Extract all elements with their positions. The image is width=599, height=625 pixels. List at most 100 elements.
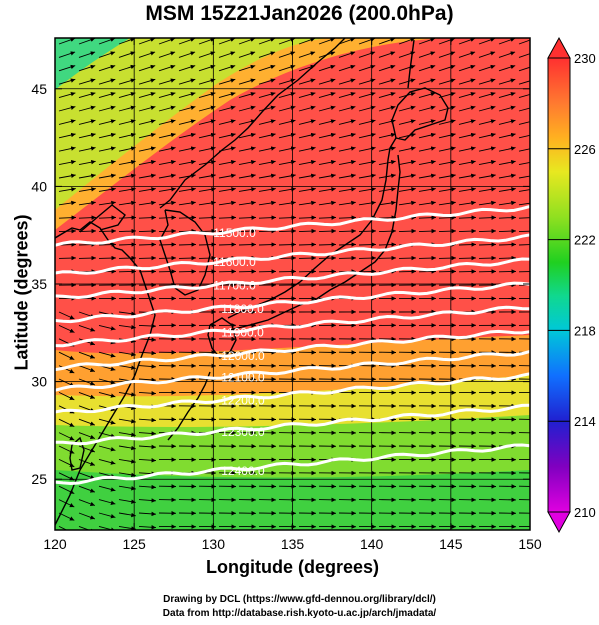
wind-arrow [98,255,117,261]
wind-arrow [78,418,96,426]
wind-arrow [498,200,516,206]
wind-arrow [298,159,316,166]
wind-arrow [58,119,76,125]
wind-arrow [438,51,456,58]
wind-arrow [298,119,316,125]
wind-arrow [58,91,76,99]
wind-arrow [358,228,377,234]
wind-arrow [238,146,256,152]
wind-arrow [78,432,96,440]
wind-arrow [498,38,516,45]
wind-arrow [458,159,476,166]
wind-arrow [318,187,336,192]
wind-arrow [98,324,116,331]
wind-arrow [58,187,76,192]
contour-label: 12200.0 [221,394,265,408]
wind-arrow [118,132,136,139]
wind-arrow [58,324,75,333]
wind-arrow [198,146,216,152]
wind-arrow [378,51,396,58]
wind-arrow [238,242,257,247]
wind-arrow [418,255,437,261]
wind-arrow [138,38,156,45]
y-tick-label: 35 [31,276,47,292]
wind-arrow [218,64,236,72]
wind-arrow [98,485,116,492]
wind-arrow [278,173,296,179]
y-tick-label: 40 [31,178,47,194]
wind-arrow [218,242,237,247]
x-axis-label: Longitude (degrees) [205,557,379,577]
wind-arrow [98,351,116,358]
map-title: MSM 15Z21Jan2026 (200.0hPa) [145,2,454,25]
colorbar-tick-label: 210 [574,505,596,520]
wind-arrow [418,64,436,72]
wind-arrow [158,159,176,166]
wind-arrow [398,146,416,152]
wind-arrow [298,228,317,234]
wind-arrow [278,187,296,192]
wind-arrow [178,255,197,261]
wind-arrow [378,187,396,192]
wind-arrow [478,215,497,220]
wind-arrow [378,146,396,152]
wind-arrow [358,146,376,152]
wind-arrow [398,64,416,72]
wind-arrow [458,51,476,58]
coastline-sakhalin [407,39,415,89]
wind-arrow [298,105,316,112]
wind-arrow [438,187,456,192]
wind-arrow [258,132,276,139]
wind-arrow [278,159,296,166]
wind-arrow [118,105,136,112]
wind-arrow [178,228,197,234]
wind-arrow [478,119,496,125]
wind-arrow [198,64,216,72]
wind-arrow [118,64,136,72]
wind-arrow [58,132,76,139]
wind-arrow [58,418,75,428]
wind-arrow [498,78,516,85]
contour-label: 12000.0 [221,349,265,363]
wind-arrow [98,146,116,152]
geopotential-height-contours: 11500.0 11600.0 11700.0 11800.0 11900.0 12000… [55,205,530,486]
wind-arrow [78,391,96,399]
wind-arrow [258,119,276,125]
contour-label: 12400.0 [221,464,265,478]
wind-arrow [158,105,176,112]
wind-arrow [338,228,357,234]
credit-line-1: Drawing by DCL (https://www.gfd-dennou.o… [163,594,436,605]
wind-arrow [398,132,416,139]
wind-arrow [98,418,116,425]
wind-arrow [138,323,157,329]
wind-arrow [178,242,197,247]
wind-arrow [498,132,516,139]
wind-arrow [58,391,75,401]
wind-arrow [518,175,530,179]
wind-arrow [438,119,456,125]
wind-arrow [338,255,357,261]
wind-arrow [258,228,277,234]
wind-arrow [78,472,96,480]
wind-arrow [198,78,216,85]
wind-arrow [298,215,317,220]
wind-arrow [78,324,96,332]
wind-arrow [238,159,256,166]
temperature-field-green-north [55,38,330,210]
wind-arrow [298,132,316,139]
wind-arrow [358,187,376,192]
wind-arrow [358,159,376,166]
wind-arrow [158,187,176,192]
wind-arrow [418,159,436,166]
wind-arrow [358,132,376,139]
wind-arrow [138,173,156,179]
wind-arrow [258,105,276,112]
wind-arrow [138,228,157,234]
wind-arrow [518,53,530,58]
wind-arrow [138,200,156,206]
wind-arrow [398,200,416,206]
wind-arrow [318,132,336,139]
wind-arrow [118,119,136,125]
wind-arrow [518,244,530,246]
